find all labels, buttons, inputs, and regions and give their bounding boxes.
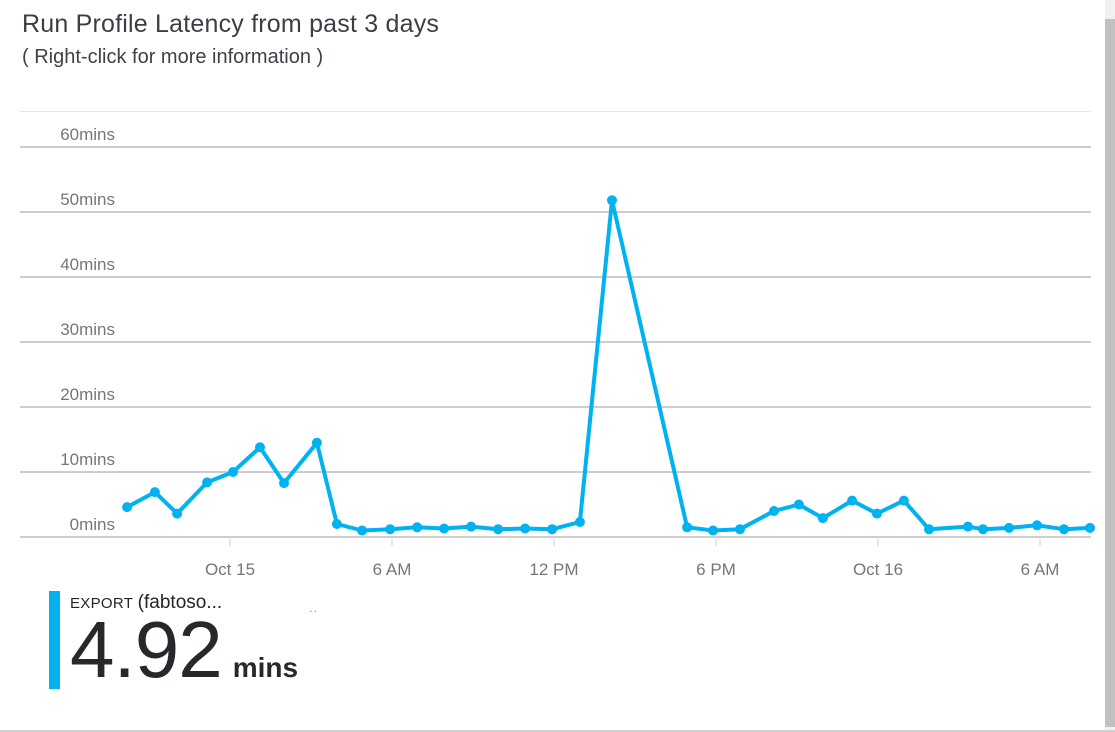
data-point-marker[interactable] [708,525,718,536]
y-axis-label: 20mins [60,385,115,404]
data-point-marker[interactable] [493,524,504,535]
data-point-marker[interactable] [735,524,745,535]
data-point-marker[interactable] [311,437,322,448]
x-axis-label: 6 PM [696,560,736,579]
data-point-marker[interactable] [847,495,858,506]
data-point-marker[interactable] [769,506,779,516]
data-point-marker[interactable] [122,502,133,513]
kpi-overflow-indicator: .. [309,600,319,615]
data-point-marker[interactable] [412,522,423,533]
kpi-label-rest: (fabtoso... [137,592,223,613]
latency-line-chart[interactable]: 0mins 10mins 20mins 30mins 40mins 50mins 60min… [0,0,1115,585]
data-point-marker[interactable] [1032,520,1042,531]
data-point-marker[interactable] [978,524,988,535]
data-point-marker[interactable] [202,477,213,488]
data-point-marker[interactable] [871,508,882,519]
data-point-marker[interactable] [228,467,238,477]
x-axis-label: 6 AM [1021,560,1060,579]
data-point-marker[interactable] [331,519,342,529]
x-axis-label: Oct 15 [205,560,255,579]
kpi-series-label: EXPORT (fabtoso... .. [70,592,317,615]
page-subtitle: ( Right-click for more information ) [22,46,324,68]
kpi-value: 4.92 [70,605,223,694]
data-point-marker[interactable] [149,487,160,498]
latency-series-line [125,198,1092,533]
data-point-marker[interactable] [439,523,450,534]
data-point-marker[interactable] [898,495,909,506]
page-title: Run Profile Latency from past 3 days [22,10,440,38]
y-axis-label: 10mins [60,450,115,469]
data-point-marker[interactable] [279,478,289,489]
kpi-callout: EXPORT (fabtoso... .. 4.92 mins [49,591,317,694]
data-point-marker[interactable] [574,517,585,527]
data-point-marker[interactable] [172,508,183,519]
vertical-scrollbar-thumb[interactable] [1105,19,1115,727]
kpi-accent-bar [49,591,60,689]
data-point-marker[interactable] [793,499,804,510]
kpi-label-prefix: EXPORT [70,595,134,612]
y-axis-label: 40mins [60,255,115,274]
y-axis-label: 30mins [60,320,115,339]
chart-header: Run Profile Latency from past 3 days ( R… [22,10,439,69]
kpi-unit: mins [232,652,299,683]
data-point-marker[interactable] [682,522,693,533]
x-axis-label: 12 PM [529,560,578,579]
data-point-marker[interactable] [1085,522,1095,533]
data-point-marker[interactable] [924,524,934,535]
data-point-marker[interactable] [385,524,396,535]
data-point-marker[interactable] [547,524,558,535]
data-point-marker[interactable] [962,521,973,532]
x-axis-label: Oct 16 [853,560,903,579]
data-point-marker[interactable] [520,523,531,534]
data-point-marker[interactable] [1059,524,1069,535]
data-point-marker[interactable] [357,525,367,536]
y-axis-label: 50mins [60,190,115,209]
data-point-marker[interactable] [817,513,828,524]
x-axis-label: 6 AM [373,560,412,579]
data-point-marker[interactable] [466,521,477,532]
y-axis-label: 0mins [70,515,115,534]
data-point-marker[interactable] [1004,522,1014,533]
y-axis-label: 60mins [60,125,115,144]
bottom-frame-border [0,730,1115,732]
data-point-marker[interactable] [255,442,265,453]
data-point-marker[interactable] [607,195,617,206]
